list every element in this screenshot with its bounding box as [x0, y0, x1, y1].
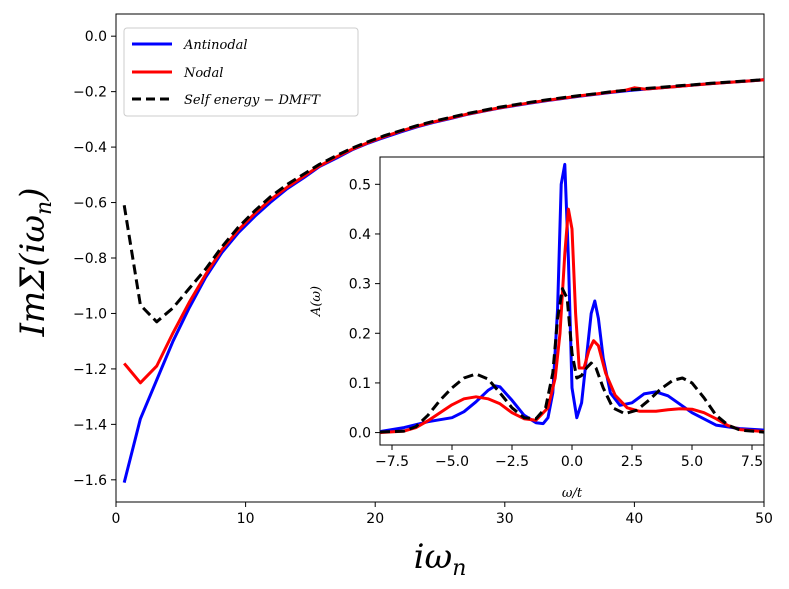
- legend: Antinodal Nodal Self energy − DMFT: [123, 27, 359, 117]
- main-y-tick-label: −1.4: [73, 417, 107, 433]
- inset-y-tick-label: 0.1: [349, 376, 371, 392]
- main-y-tick-label: −0.8: [73, 251, 107, 267]
- main-y-tick-label: −1.6: [73, 473, 107, 489]
- main-y-axis-label: ImΣ(iωn): [13, 187, 57, 337]
- inset-series-line-2: [380, 287, 764, 434]
- inset-y-tick-label: 0.3: [349, 277, 371, 293]
- main-x-tick-label: 10: [237, 511, 255, 527]
- inset-y-tick-label: 0.5: [349, 177, 371, 193]
- inset-x-tick-label: −5.0: [435, 454, 469, 470]
- main-y-tick-label: −1.2: [73, 362, 107, 378]
- inset-series-group: [380, 162, 764, 435]
- main-x-tick-label: 40: [625, 511, 643, 527]
- legend-label-dmft: Self energy − DMFT: [184, 93, 321, 108]
- inset-x-axis-label: ω/t: [562, 486, 583, 501]
- main-x-tick-label: 30: [496, 511, 514, 527]
- inset-y-tick-label: 0.0: [349, 426, 371, 442]
- inset-series-line-0: [380, 162, 764, 434]
- inset-y-tick-label: 0.2: [349, 326, 371, 342]
- main-y-tick-label: −0.2: [73, 85, 107, 101]
- main-x-tick-label: 50: [755, 511, 773, 527]
- legend-box: [123, 27, 359, 117]
- inset-x-tick-label: 5.0: [681, 454, 703, 470]
- legend-label-antinodal: Antinodal: [183, 38, 248, 53]
- main-series-group: [122, 77, 764, 483]
- main-y-tick-label: 0.0: [85, 29, 107, 45]
- main-y-tick-label: −0.4: [73, 140, 107, 156]
- main-x-axis-label: iωn: [414, 537, 467, 581]
- inset-x-tick-label: 0.0: [561, 454, 583, 470]
- inset-x-ticks: −7.5 −5.0 −2.5 0.0 2.5 5.0 7.5: [375, 445, 763, 470]
- main-x-ticks: 0 10 20 30 40 50: [112, 502, 773, 527]
- main-y-ticks: 0.0 −0.2 −0.4 −0.6 −0.8 −1.0 −1.2 −1.4 −1.6: [73, 29, 116, 489]
- inset-y-tick-label: 0.4: [349, 227, 371, 243]
- inset-x-tick-label: 2.5: [621, 454, 643, 470]
- inset-y-ticks: 0.0 0.1 0.2 0.3 0.4 0.5: [349, 177, 380, 442]
- inset-x-tick-label: −7.5: [375, 454, 409, 470]
- main-x-tick-label: 0: [112, 511, 121, 527]
- inset-x-tick-label: −2.5: [495, 454, 529, 470]
- inset-y-axis-label: A(ω): [309, 286, 324, 317]
- inset-series-line-1: [380, 207, 764, 435]
- main-y-tick-label: −1.0: [73, 306, 107, 322]
- main-x-tick-label: 20: [366, 511, 384, 527]
- legend-label-nodal: Nodal: [183, 66, 223, 81]
- main-series-line-2: [122, 77, 764, 324]
- main-y-tick-label: −0.6: [73, 196, 107, 212]
- inset-x-tick-label: 7.5: [741, 454, 763, 470]
